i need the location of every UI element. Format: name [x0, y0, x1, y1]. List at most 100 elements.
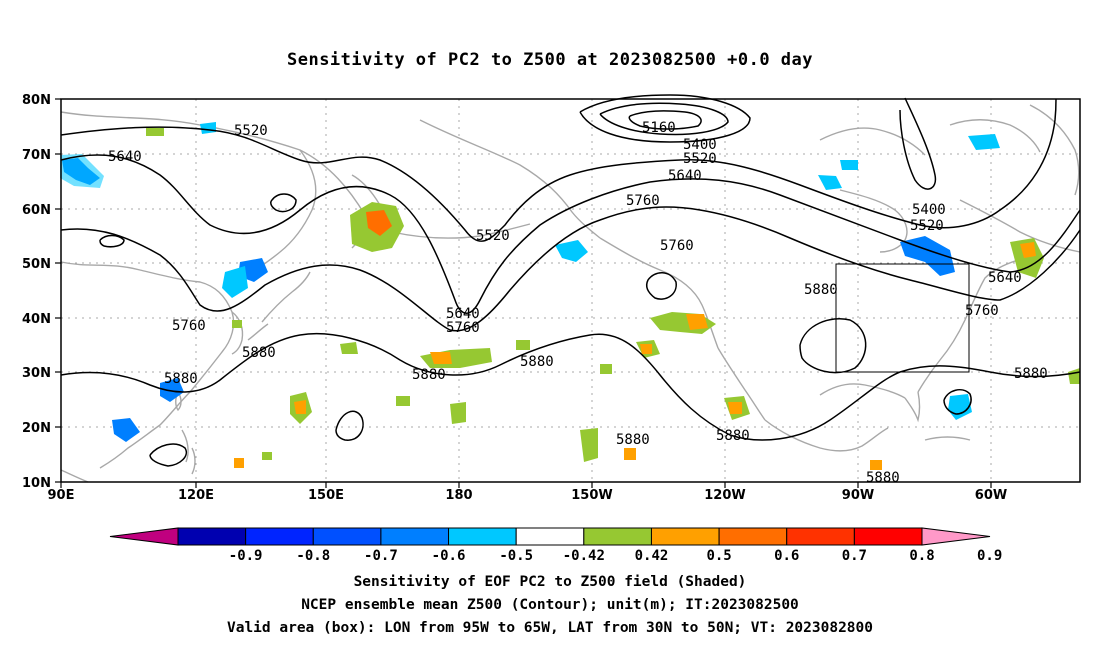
lon-label: 120E: [178, 488, 214, 503]
shade-orange-patch: [624, 448, 636, 460]
contour-label: 5760: [626, 193, 660, 209]
footer-line-3: Valid area (box): LON from 95W to 65W, L…: [226, 620, 873, 636]
colorbar-label: -0.8: [296, 548, 330, 564]
contour-label: 5760: [446, 320, 480, 336]
shade-blue-patch: [60, 154, 104, 188]
contour-label: 5880: [804, 282, 838, 298]
contour-label: 5880: [242, 345, 276, 361]
colorbar-arrow-low: [109, 527, 179, 546]
contour-label: 5880: [866, 470, 900, 486]
contour-label: 5640: [108, 149, 142, 165]
coastline-cuba: [924, 436, 971, 441]
colorbar-label: -0.6: [432, 548, 466, 564]
contour-label: 5760: [172, 318, 206, 334]
colorbar-label: -0.5: [499, 548, 533, 564]
lat-labels: 80N 70N 60N 50N 40N 30N 20N 10N: [22, 93, 51, 491]
contour-subtrop-3: [99, 234, 125, 248]
colorbar-swatch: [853, 527, 923, 546]
contour-label: 5760: [660, 238, 694, 254]
colorbar-label: -0.9: [229, 548, 263, 564]
lat-label: 20N: [22, 421, 51, 436]
colorbar-swatch: [650, 527, 720, 546]
colorbar-arrow-high: [921, 527, 991, 546]
map-frame: [60, 98, 1081, 483]
contour-subtrop-4: [899, 97, 937, 190]
lat-label: 60N: [22, 203, 51, 218]
coastline-florida: [904, 391, 921, 423]
contour-5520: [60, 98, 1057, 242]
map-title: Sensitivity of PC2 to Z500 at 2023082500…: [286, 50, 813, 70]
coastline-mexico: [764, 419, 889, 452]
shade-green-patch: [146, 128, 164, 136]
contour-label: 5880: [412, 367, 446, 383]
contour-subtrop-2: [943, 389, 972, 415]
shade-green-patch: [450, 402, 466, 424]
contour-label: 5640: [668, 168, 702, 184]
shade-orange-patch: [640, 344, 652, 354]
lon-label: 90E: [48, 488, 75, 503]
coastline-hudson: [839, 189, 908, 253]
contour-5760: [60, 206, 1081, 332]
shade-orange-patch: [430, 352, 452, 364]
colorbar-label: 0.5: [706, 548, 731, 564]
contour-label: 5400: [912, 202, 946, 218]
coastline-greenland: [1029, 104, 1080, 196]
shade-green-patch: [600, 364, 612, 374]
lat-label: 70N: [22, 148, 51, 163]
lat-label: 30N: [22, 366, 51, 381]
contour-low-y: [645, 272, 677, 300]
shade-blue-patch: [160, 378, 184, 402]
contour-label: 5880: [616, 432, 650, 448]
contour-subtrop-5: [149, 443, 187, 467]
shade-orange-patch: [1020, 242, 1036, 258]
contour-low-x: [270, 193, 297, 213]
contour-label: 5640: [988, 270, 1022, 286]
footer-line-2: NCEP ensemble mean Z500 (Contour); unit(…: [301, 597, 799, 613]
lon-label: 180: [445, 488, 472, 503]
contour-label: 5520: [683, 151, 717, 167]
coastline-labrador: [959, 199, 1081, 253]
shade-blue-patch: [840, 160, 858, 170]
sensitivity-shading: [60, 122, 1080, 470]
colorbar-swatch: [515, 527, 585, 546]
contour-5640: [60, 154, 1081, 314]
coastline-asia-north: [60, 111, 367, 249]
contour-label: 5520: [234, 123, 268, 139]
coastline-philippines: [181, 429, 196, 475]
shade-green-patch: [580, 428, 598, 462]
lat-label: 10N: [22, 476, 51, 491]
colorbar-swatch: [718, 527, 788, 546]
colorbar-label: -0.42: [563, 548, 605, 564]
coastline-alaska: [419, 119, 601, 239]
shade-blue-patch: [112, 418, 140, 442]
lon-label: 60W: [975, 488, 1007, 503]
shade-orange-patch: [686, 314, 708, 330]
coastline-australia-north: [60, 469, 89, 483]
coastline-japan: [247, 271, 311, 341]
shade-green-patch: [420, 348, 492, 368]
shade-blue-patch: [200, 122, 216, 134]
coastline-gulf: [819, 383, 906, 399]
contour-label: 5160: [642, 120, 676, 136]
contour-label: 5520: [476, 228, 510, 244]
lat-label: 40N: [22, 312, 51, 327]
coastline-baja: [717, 347, 766, 421]
valid-area-box: [835, 263, 970, 373]
coastline-us-east: [917, 257, 1026, 393]
shade-green-patch: [396, 396, 410, 406]
colorbar-swatch: [448, 527, 517, 546]
coastline-taiwan: [175, 391, 182, 412]
shade-orange-patch: [294, 400, 306, 414]
colorbar-swatch: [312, 527, 382, 546]
coastline-aleutians: [391, 223, 531, 239]
lat-label: 50N: [22, 257, 51, 272]
shade-green-patch: [262, 452, 272, 460]
coastline-okhotsk: [244, 149, 317, 279]
shade-blue-patch: [968, 134, 1000, 150]
colorbar-label: 0.7: [842, 548, 867, 564]
shade-orange-patch: [234, 458, 244, 468]
lat-label: 80N: [22, 93, 51, 108]
colorbar-label: 0.8: [909, 548, 934, 564]
footer-line-1: Sensitivity of EOF PC2 to Z500 field (Sh…: [353, 574, 747, 590]
